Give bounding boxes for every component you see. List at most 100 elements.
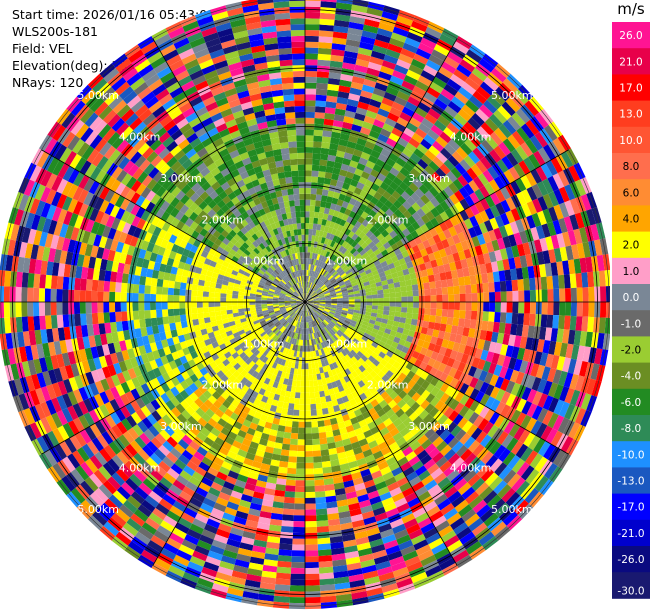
velocity-gate (249, 556, 265, 565)
velocity-gate (476, 86, 491, 100)
velocity-gate (332, 342, 338, 349)
velocity-gate (565, 245, 574, 261)
velocity-gate (351, 76, 365, 85)
velocity-gate (430, 243, 439, 253)
velocity-gate (352, 0, 369, 8)
velocity-gate (322, 311, 329, 316)
velocity-gate (336, 305, 343, 308)
velocity-gate (261, 395, 269, 403)
velocity-gate (320, 342, 326, 349)
velocity-gate (600, 302, 607, 318)
velocity-gate (305, 304, 307, 311)
velocity-gate (347, 311, 354, 315)
velocity-gate (354, 335, 362, 342)
velocity-gate (389, 487, 402, 498)
velocity-gate (274, 375, 281, 383)
velocity-gate (510, 440, 524, 455)
velocity-gate (289, 343, 294, 350)
velocity-gate (280, 389, 287, 397)
velocity-gate (317, 176, 325, 184)
velocity-gate (308, 309, 312, 316)
velocity-gate (361, 84, 375, 94)
velocity-gate (468, 266, 476, 276)
velocity-gate (287, 343, 292, 350)
velocity-gate (463, 436, 476, 449)
velocity-gate (454, 113, 468, 126)
velocity-gate (340, 432, 350, 441)
velocity-gate (463, 155, 476, 168)
velocity-gate (33, 287, 40, 302)
velocity-gate (402, 550, 418, 562)
velocity-gate (537, 196, 548, 211)
velocity-gate (410, 571, 428, 584)
velocity-gate (311, 421, 319, 428)
velocity-gate (314, 344, 318, 351)
velocity-gate (358, 95, 371, 105)
velocity-gate (454, 190, 465, 202)
velocity-gate (495, 388, 506, 402)
velocity-gate (376, 252, 384, 260)
velocity-gate (387, 399, 397, 409)
velocity-gate (423, 64, 439, 77)
velocity-gate (484, 207, 495, 220)
velocity-gate (365, 214, 374, 223)
velocity-gate (315, 106, 326, 113)
velocity-gate (247, 367, 256, 376)
velocity-gate (346, 315, 353, 320)
velocity-gate (363, 115, 376, 125)
velocity-gate (3, 286, 11, 302)
velocity-gate (307, 258, 310, 265)
velocity-gate (318, 566, 334, 574)
velocity-gate (481, 273, 489, 284)
velocity-gate (289, 337, 294, 344)
velocity-gate (545, 236, 554, 251)
velocity-gate (307, 316, 310, 323)
velocity-gate (264, 553, 279, 561)
velocity-gate (335, 310, 342, 314)
velocity-gate (382, 314, 389, 320)
velocity-gate (335, 236, 342, 244)
velocity-gate (314, 312, 319, 318)
velocity-gate (213, 422, 224, 432)
velocity-gate (357, 47, 373, 57)
velocity-gate (446, 357, 456, 368)
velocity-gate (472, 147, 485, 161)
velocity-gate (319, 18, 335, 26)
velocity-gate (331, 302, 338, 304)
velocity-gate (220, 302, 227, 307)
velocity-gate (150, 277, 158, 287)
start-time-text: Start time: 2026/01/16 05:43:01 (12, 7, 216, 22)
velocity-gate (452, 317, 460, 327)
velocity-gate (308, 374, 314, 381)
velocity-gate (277, 338, 284, 346)
velocity-gate (331, 327, 338, 333)
velocity-gate (372, 549, 388, 560)
velocity-gate (332, 283, 339, 288)
velocity-gate (343, 321, 350, 327)
velocity-gate (293, 326, 297, 333)
velocity-gate (327, 406, 335, 414)
velocity-gate (325, 305, 331, 308)
velocity-gate (162, 316, 170, 325)
velocity-gate (284, 426, 292, 433)
velocity-gate (596, 254, 605, 272)
velocity-gate (33, 315, 41, 331)
velocity-gate (298, 427, 305, 434)
velocity-gate (354, 452, 365, 461)
velocity-gate (305, 211, 310, 218)
velocity-gate (115, 311, 122, 322)
velocity-gate (208, 302, 215, 308)
velocity-gate (370, 544, 386, 554)
velocity-gate (291, 562, 305, 569)
velocity-gate (484, 396, 496, 409)
velocity-gate (534, 112, 549, 129)
velocity-gate (324, 359, 330, 366)
velocity-gate (489, 131, 503, 146)
velocity-gate (499, 248, 509, 260)
velocity-gate (325, 220, 332, 227)
velocity-gate (576, 345, 586, 361)
velocity-gate (319, 302, 326, 305)
velocity-gate (167, 308, 175, 317)
velocity-gate (363, 479, 376, 489)
velocity-gate (264, 488, 276, 496)
